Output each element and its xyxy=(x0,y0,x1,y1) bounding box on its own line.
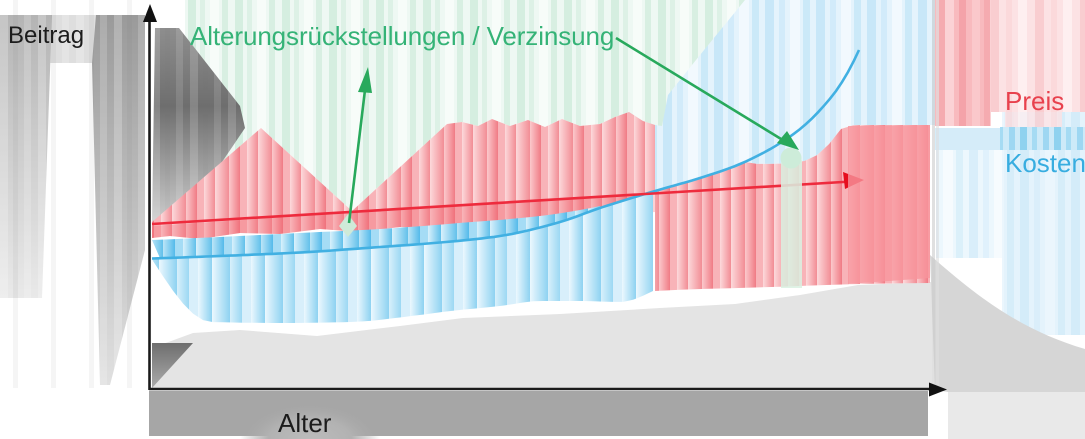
svg-text:Kosten: Kosten xyxy=(1005,148,1085,178)
svg-text:Preis: Preis xyxy=(1005,86,1064,116)
svg-text:Alterungsrückstellungen / Verz: Alterungsrückstellungen / Verzinsung xyxy=(190,21,614,51)
svg-text:Alter: Alter xyxy=(278,408,332,438)
svg-text:Beitrag: Beitrag xyxy=(8,22,84,49)
